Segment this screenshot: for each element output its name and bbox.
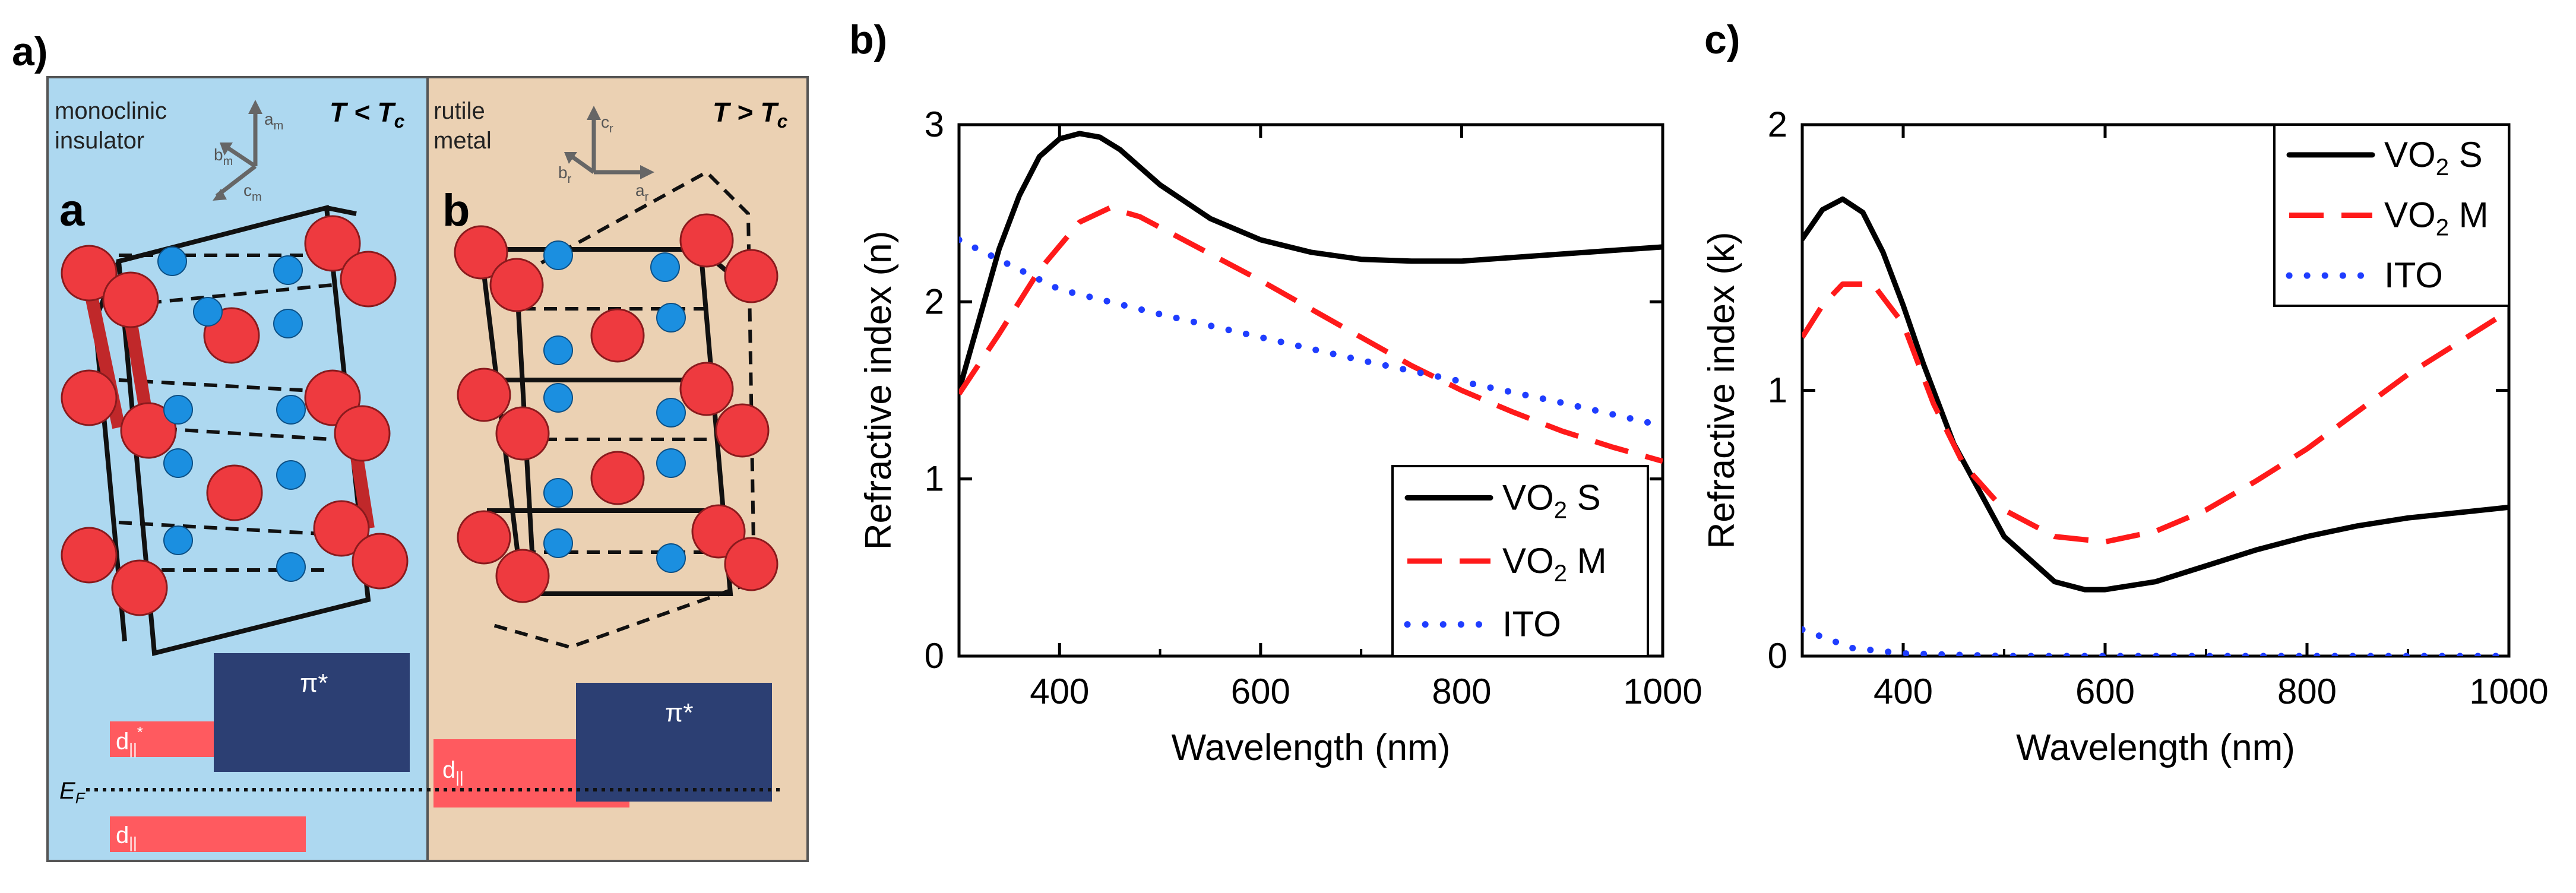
series-line-0 — [1802, 196, 2509, 593]
x-tick-label: 600 — [1231, 672, 1290, 711]
x-tick-label: 1000 — [1623, 672, 1702, 711]
metal-pi-band — [576, 683, 772, 802]
panel-label-c: c) — [1704, 17, 1740, 62]
y-tick-label: 1 — [925, 459, 944, 499]
insulator-d-upper-label: d||* — [116, 723, 143, 758]
legend-label-2: ITO — [1502, 604, 1561, 644]
rutile-axes — [564, 106, 654, 179]
insulator-d-lower-label: d|| — [116, 822, 137, 851]
metal-title-line2: metal — [433, 128, 492, 154]
rutile-vanadium-atoms — [454, 213, 779, 603]
legend-label-0: VO2 S — [1502, 477, 1601, 523]
monoclinic-vanadium-atoms — [61, 215, 409, 616]
x-tick-label: 1000 — [2469, 672, 2548, 711]
insulator-pi-label: π* — [300, 669, 328, 698]
rutile-oxygen-atoms — [543, 240, 686, 573]
x-tick-label: 800 — [2277, 672, 2337, 711]
metal-title-line1: rutile — [433, 98, 485, 124]
axis-a-r: ar — [635, 181, 649, 204]
x-tick-label: 400 — [1874, 672, 1933, 711]
axis-a-m: am — [264, 110, 283, 132]
x-axis-title: Wavelength (nm) — [2016, 727, 2295, 768]
panel-label-b: b) — [849, 17, 887, 62]
series-line-1 — [959, 205, 1663, 464]
y-tick-label: 1 — [1768, 370, 1787, 410]
structure-label-b: b — [442, 185, 470, 236]
axis-b-m: bm — [214, 145, 233, 168]
y-tick-label: 0 — [1768, 636, 1787, 676]
metal-d-label: d|| — [442, 757, 464, 786]
y-axis-title: Refractive index (k) — [1701, 232, 1742, 549]
insulator-d-lower-band — [110, 816, 306, 852]
metal-temperature: T > Tc — [713, 97, 788, 132]
series-group — [1802, 196, 2509, 656]
y-tick-label: 3 — [925, 104, 944, 144]
x-tick-label: 600 — [2075, 672, 2135, 711]
insulator-title-line1: monoclinic — [55, 98, 167, 124]
insulator-temperature: T < Tc — [330, 97, 405, 132]
insulator-title-line2: insulator — [55, 128, 144, 154]
legend-label-1: VO2 M — [1502, 541, 1607, 587]
x-tick-label: 400 — [1030, 672, 1089, 711]
insulator-pi-band — [214, 653, 410, 772]
series-line-2 — [1802, 626, 2509, 656]
metal-pi-label: π* — [665, 698, 693, 727]
structure-label-a: a — [59, 185, 85, 236]
series-line-0 — [959, 131, 1663, 393]
insulator-d-upper-band — [110, 721, 214, 757]
panel-label-a: a) — [12, 29, 48, 74]
fermi-level-label: EF — [59, 778, 86, 807]
panel-a: monoclinic insulator T < Tc a am bm cm — [46, 76, 809, 862]
monoclinic-oxygen-atoms — [157, 246, 306, 582]
y-axis-title: Refractive index (n) — [858, 231, 899, 550]
chart-c: 400 600 800 1000 0 1 2 Wavelength (nm) Refractiv… — [1701, 104, 2549, 768]
monoclinic-axes — [213, 100, 262, 201]
legend-label-2: ITO — [2384, 255, 2443, 295]
x-axis-title: Wavelength (nm) — [1172, 727, 1451, 768]
axis-c-m: cm — [243, 181, 262, 204]
legend-label-0: VO2 S — [2384, 135, 2483, 180]
chart-b: 400 600 800 1000 0 1 2 3 Wavelength (nm) Refracti… — [858, 104, 1702, 768]
series-line-1 — [1802, 281, 2509, 545]
y-tick-label: 2 — [1768, 104, 1787, 144]
x-tick-label: 800 — [1432, 672, 1491, 711]
y-tick-label: 2 — [925, 281, 944, 321]
legend-label-1: VO2 M — [2384, 195, 2489, 241]
series-group — [959, 131, 1663, 464]
y-tick-label: 0 — [925, 636, 944, 676]
axis-c-r: cr — [601, 113, 613, 135]
axis-b-r: br — [558, 163, 572, 186]
series-line-2 — [959, 236, 1663, 429]
